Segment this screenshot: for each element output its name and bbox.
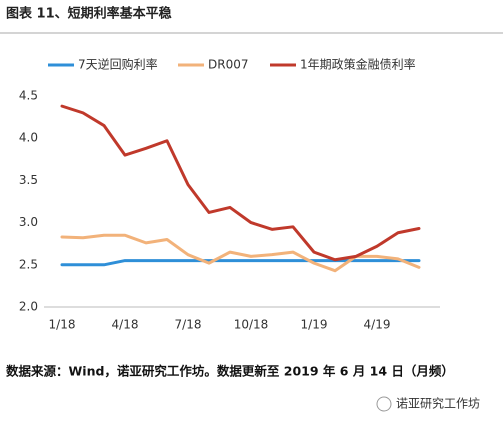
x-tick-label: 7/18 <box>175 318 202 332</box>
chart-title: 图表 11、短期利率基本平稳 <box>6 6 172 22</box>
series-line <box>60 259 421 267</box>
source-note: 数据来源：Wind，诺亚研究工作坊。数据更新至 2019 年 6 月 14 日（… <box>5 364 454 379</box>
y-tick-label: 3.5 <box>19 173 38 187</box>
series-line <box>60 104 421 262</box>
y-tick-label: 4.5 <box>19 89 38 103</box>
legend-label: 1年期政策金融债利率 <box>300 57 416 72</box>
y-tick-label: 2.5 <box>19 257 38 271</box>
series-line <box>60 233 421 273</box>
y-tick-label: 2.0 <box>19 300 38 314</box>
y-tick-label: 4.0 <box>19 131 38 145</box>
y-tick-label: 3.0 <box>19 215 38 229</box>
x-tick-label: 4/18 <box>112 318 139 332</box>
watermark-icon <box>376 396 392 412</box>
x-tick-label: 10/18 <box>234 318 269 332</box>
legend-label: 7天逆回购利率 <box>78 57 158 72</box>
watermark: 诺亚研究工作坊 <box>396 396 480 411</box>
x-tick-label: 1/18 <box>49 318 76 332</box>
legend-label: DR007 <box>208 58 248 72</box>
x-tick-label: 4/19 <box>364 318 391 332</box>
x-tick-label: 1/19 <box>301 318 328 332</box>
